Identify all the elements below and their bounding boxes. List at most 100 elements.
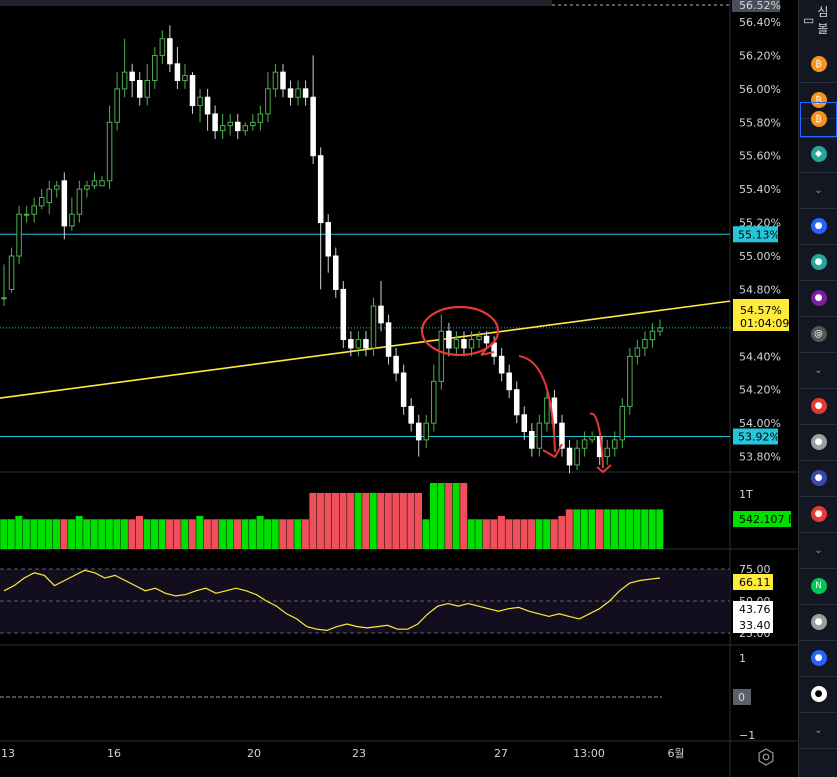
price-tick-label: 54.00% (739, 417, 781, 430)
sidebar-item-coin-14[interactable]: ● (799, 604, 837, 641)
candle-body (91, 180, 98, 187)
sidebar-item-coin-11[interactable]: ● (799, 460, 837, 497)
sidebar-item-coin-16[interactable]: ● (799, 676, 837, 713)
candle-body (61, 180, 68, 227)
oscillator-current-value: 66.11 (739, 576, 771, 589)
candle-body (642, 339, 648, 349)
candle-body (461, 339, 467, 349)
volume-bar (120, 519, 128, 549)
candle-body (1, 297, 7, 300)
candle-body (23, 213, 30, 216)
candle-body (8, 255, 15, 290)
volume-bar (30, 519, 38, 549)
candle-body (370, 305, 377, 349)
volume-bar (347, 492, 355, 549)
candle-body (174, 63, 181, 81)
volume-bar (543, 519, 551, 549)
volume-bar (309, 492, 317, 549)
annotation-arrowhead-2 (596, 464, 612, 474)
sidebar-item-coin-5[interactable]: ● (799, 208, 837, 245)
volume-bar (603, 509, 611, 549)
candle-body (136, 80, 143, 98)
volume-bar (550, 519, 558, 549)
candle-body (340, 288, 347, 341)
volume-tag-box (733, 511, 791, 527)
lower-panel-tick: 0 (738, 691, 745, 704)
candle-body (581, 439, 588, 449)
candle-body (84, 185, 90, 190)
coin-icon: ● (810, 650, 827, 666)
volume-bar (573, 509, 581, 549)
sidebar-item-coin-4[interactable]: ◆ (799, 136, 837, 173)
candle-body (152, 54, 158, 81)
sidebar-item-coin-6[interactable]: ● (799, 244, 837, 281)
volume-bar (528, 519, 536, 549)
candle-body (114, 88, 120, 123)
coin-icon: N (810, 578, 827, 594)
top-label-box (732, 0, 780, 12)
sidebar-item-coin-9[interactable]: ● (799, 388, 837, 425)
volume-bar (7, 519, 15, 549)
sidebar-group-toggle-3[interactable]: ⌄ (799, 532, 837, 569)
price-tick-label: 55.60% (739, 150, 781, 163)
price-tick-label: 55.40% (739, 183, 781, 196)
oscillator-tick: 75.00 (739, 563, 771, 576)
sidebar-item-coin-13[interactable]: N (799, 568, 837, 605)
volume-bar (512, 519, 521, 549)
price-tick-label: 56.40% (739, 16, 781, 29)
candle-body (559, 422, 565, 449)
candle-body (400, 372, 407, 407)
watchlist-header[interactable]: ▭ 심볼 (799, 0, 837, 40)
sidebar-group-toggle-2[interactable]: ⌄ (799, 352, 837, 389)
volume-bar (233, 519, 242, 549)
candle-body (566, 447, 573, 466)
lower-panel-tick: 1 (739, 652, 746, 665)
volume-bar (452, 483, 460, 549)
annotation-arrowhead-1 (542, 443, 563, 459)
candle-body (363, 339, 369, 349)
level-tag-lower: 53.92% (738, 431, 780, 444)
watchlist-sidebar: ▭ 심볼 ₿ ₿ ₿ ◆ ⌄ ● ● ● @ ⌄ ● ● ● ● ⌄ N ● ●… (798, 0, 837, 777)
sidebar-group-toggle[interactable]: ⌄ (799, 172, 837, 209)
candle-body (234, 121, 241, 132)
sidebar-group-toggle-4[interactable]: ⌄ (799, 712, 837, 749)
volume-bar (626, 509, 634, 549)
candle-body (287, 88, 294, 98)
sidebar-item-coin-1[interactable]: ₿ (799, 46, 837, 83)
volume-bar (558, 516, 566, 549)
watchlist-icon: ▭ (803, 13, 815, 27)
volume-bar (173, 519, 181, 549)
sidebar-item-coin-3[interactable]: ₿ (799, 101, 837, 138)
sidebar-item-coin-8[interactable]: @ (799, 316, 837, 353)
coin-icon: ● (810, 686, 827, 702)
volume-bar (68, 519, 76, 549)
annotation-arrow-1 (518, 355, 556, 453)
sidebar-item-coin-7[interactable]: ● (799, 280, 837, 317)
chart-settings-button[interactable] (757, 748, 775, 766)
candle-body (604, 447, 610, 458)
volume-bar (648, 509, 656, 549)
candle-body (197, 96, 203, 107)
volume-bar (407, 492, 415, 549)
volume-bar (535, 519, 543, 549)
time-tick-label: 16 (107, 747, 121, 760)
candle-body (106, 121, 113, 182)
volume-bar (0, 519, 8, 549)
volume-bar (105, 519, 113, 549)
trend-line (0, 300, 731, 399)
candle-body (393, 355, 399, 374)
candle-body (619, 405, 626, 441)
volume-bar (369, 492, 377, 549)
candle-body (431, 380, 437, 424)
sidebar-item-coin-10[interactable]: ● (799, 424, 837, 461)
sidebar-item-coin-15[interactable]: ● (799, 640, 837, 677)
volume-bar (595, 509, 603, 549)
volume-bar (128, 519, 136, 549)
candle-body (574, 447, 580, 466)
time-tick-label: 27 (494, 747, 508, 760)
candle-body (16, 213, 22, 257)
level-tag-upper-box (733, 226, 778, 243)
sidebar-item-coin-12[interactable]: ● (799, 496, 837, 533)
volume-bar (196, 516, 204, 549)
oscillator-line (3, 569, 661, 632)
